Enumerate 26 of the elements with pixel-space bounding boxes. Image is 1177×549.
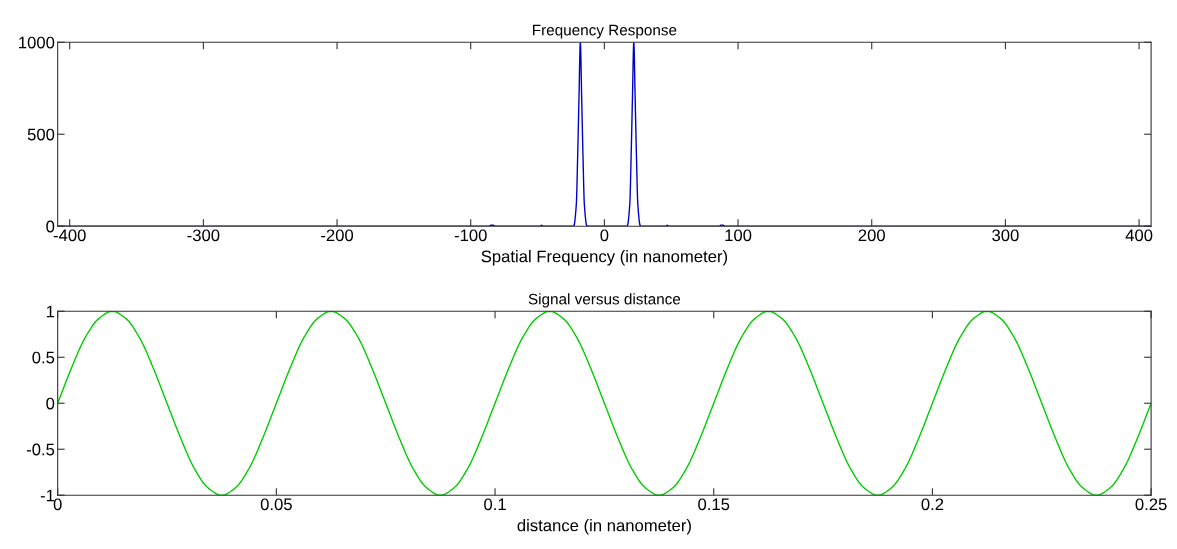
- x-tick-label: -100: [454, 229, 487, 242]
- x-tick-label: 0.1: [484, 498, 506, 511]
- x-tick-label: -300: [187, 229, 220, 242]
- y-tick-label: -0.5: [26, 443, 55, 456]
- x-tick-label: 400: [1125, 229, 1153, 242]
- x-tick-label: 300: [992, 229, 1019, 242]
- y-tick-label: 0.5: [32, 351, 55, 364]
- x-tick-label: 200: [858, 229, 885, 242]
- y-tick-label: 0: [46, 397, 55, 410]
- chart-title: Signal versus distance: [528, 293, 681, 308]
- x-tick-label: 100: [725, 229, 752, 242]
- x-tick-label: 0.25: [1135, 498, 1167, 511]
- x-axis-title: Spatial Frequency (in nanometer): [481, 250, 728, 266]
- y-tick-label: 1000: [19, 36, 55, 49]
- y-tick-label: -1: [40, 489, 55, 502]
- y-tick-label: 1: [46, 305, 55, 318]
- x-tick-label: 0.15: [698, 498, 730, 511]
- x-tick-label: -200: [321, 229, 354, 242]
- x-axis-title: distance (in nanometer): [517, 519, 691, 535]
- x-tick-label: 0.2: [921, 498, 944, 511]
- y-tick-label: 500: [27, 128, 55, 141]
- x-tick-label: 0: [600, 229, 609, 242]
- chart-title: Frequency Response: [533, 24, 677, 39]
- x-tick-label: 0.05: [260, 498, 292, 511]
- y-tick-label: 0: [46, 220, 55, 233]
- x-tick-label: -400: [53, 229, 86, 242]
